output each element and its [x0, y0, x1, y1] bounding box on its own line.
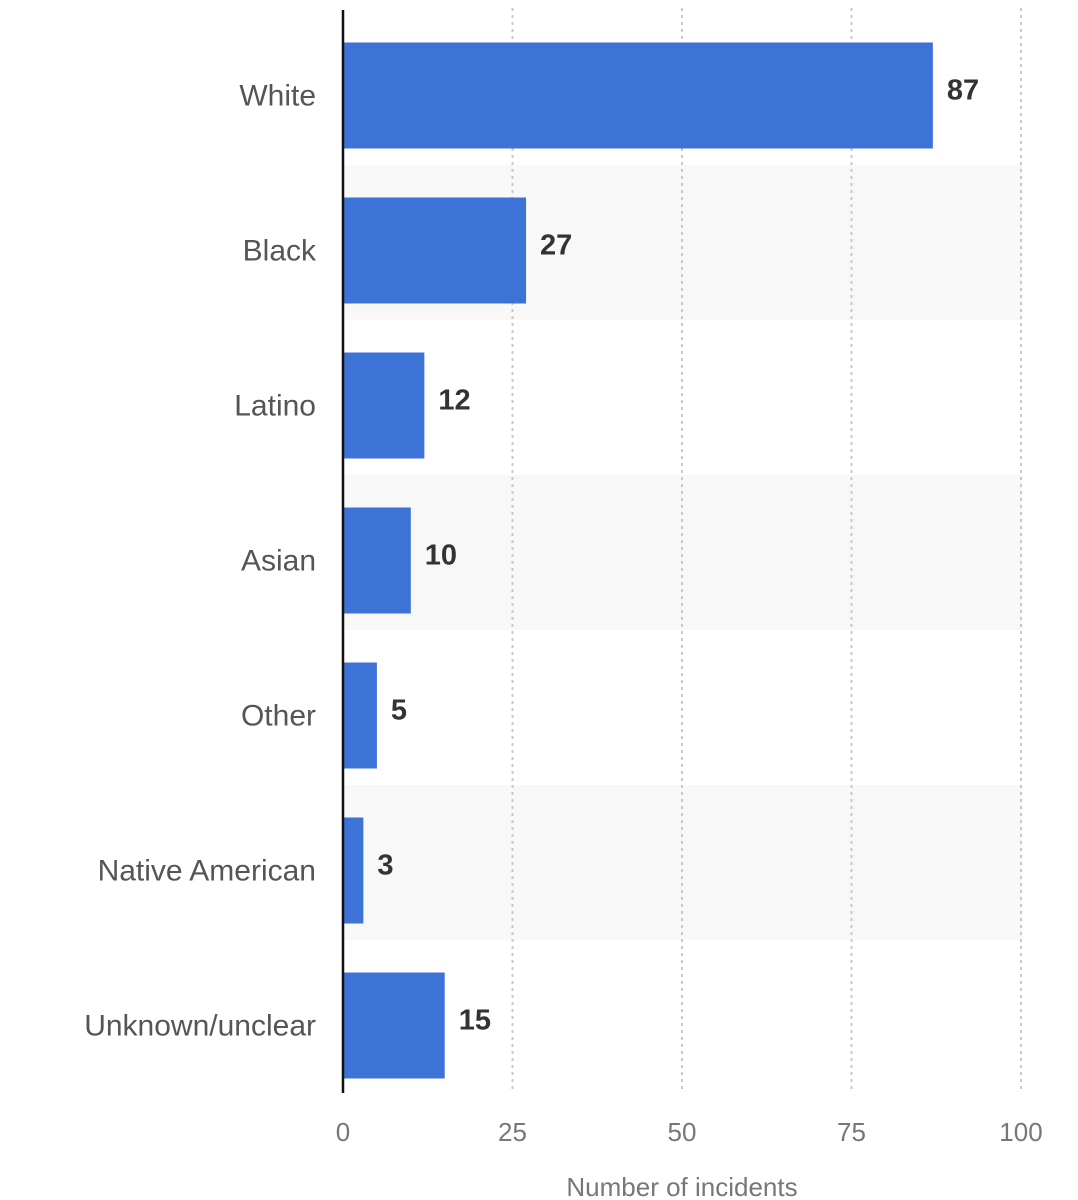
bars	[343, 42, 933, 1079]
bar	[343, 42, 933, 149]
x-axis-title: Number of incidents	[566, 1172, 797, 1200]
category-labels: White Black Latino Asian Other Native America…	[84, 80, 317, 1043]
value-label: 12	[438, 385, 470, 417]
x-tick-label: 50	[668, 1117, 697, 1147]
gridlines	[511, 8, 1022, 1090]
value-label: 3	[377, 850, 393, 882]
category-label: Other	[241, 700, 316, 733]
x-tick-label: 100	[999, 1117, 1042, 1147]
bar	[343, 197, 527, 304]
value-label: 87	[947, 75, 979, 107]
bar	[343, 352, 425, 459]
bar	[343, 662, 377, 769]
value-label: 5	[391, 695, 407, 727]
x-tick-labels: 0 25 50 75 100	[336, 1117, 1043, 1147]
value-label: 15	[459, 1005, 491, 1037]
value-label: 10	[425, 540, 457, 572]
bar	[343, 507, 411, 614]
x-tick-label: 0	[336, 1117, 350, 1147]
category-label: Unknown/unclear	[84, 1010, 316, 1043]
category-label: White	[239, 80, 316, 113]
category-label: Native American	[98, 855, 316, 888]
value-labels: 87 27 12 10 5 3 15	[377, 75, 979, 1037]
category-label: Asian	[241, 545, 316, 578]
x-tick-label: 25	[498, 1117, 527, 1147]
x-tick-label: 75	[837, 1117, 866, 1147]
bar	[343, 817, 364, 924]
value-label: 27	[540, 230, 572, 262]
category-label: Latino	[234, 390, 316, 423]
bar	[343, 972, 445, 1079]
category-label: Black	[243, 235, 317, 268]
